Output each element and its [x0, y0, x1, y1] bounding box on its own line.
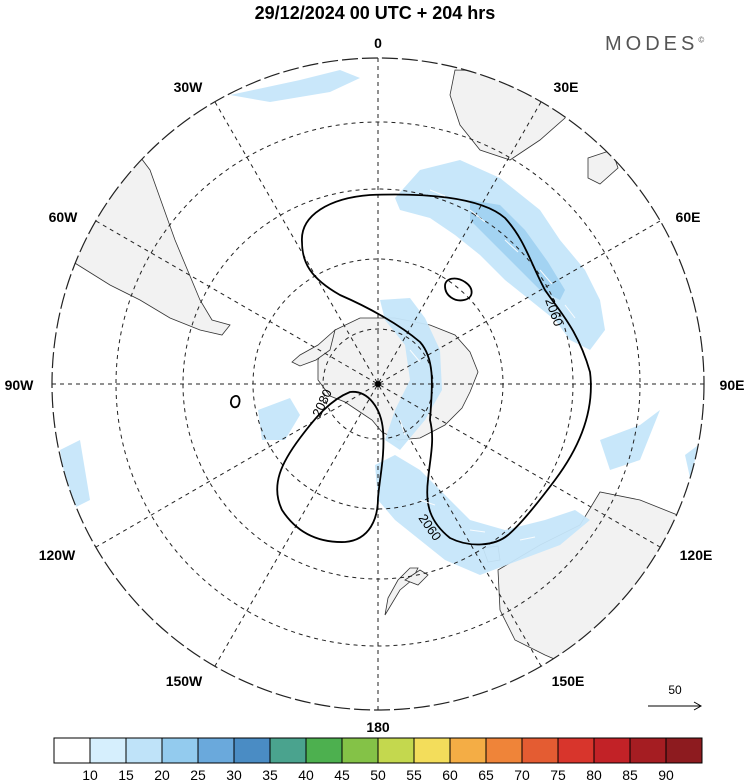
colorbar-swatch: [629, 737, 667, 764]
brand-mark: ©: [698, 35, 705, 45]
colorbar-tick-label: 25: [190, 767, 206, 782]
colorbar-swatch: [233, 737, 271, 764]
wind-vector: [399, 419, 406, 436]
shading-west: [258, 398, 300, 440]
wind-vector: [504, 239, 519, 253]
wind-vector: [469, 209, 486, 223]
colorbar-tick-label: 40: [298, 767, 314, 782]
colorbar-swatch: [305, 737, 343, 764]
jet-band-indian: [395, 160, 605, 350]
colorbar-swatch: [485, 737, 523, 764]
longitude-label: 90E: [720, 377, 745, 393]
map-title: 29/12/2024 00 UTC + 204 hrs: [254, 3, 496, 23]
wind-vector: [429, 189, 446, 197]
colorbar-tick-label: 20: [154, 767, 170, 782]
wind-vector: [539, 269, 553, 285]
colorbar-swatch: [161, 737, 199, 764]
longitude-label: 60E: [676, 209, 701, 225]
longitude-label: 30E: [554, 79, 579, 95]
shading-east: [600, 410, 660, 470]
colorbar-tick-label: 90: [658, 767, 674, 782]
jet-core-indian: [470, 200, 565, 300]
colorbar-swatch: [449, 737, 487, 764]
contour-small-ring: [444, 277, 473, 302]
longitude-label: 60W: [49, 209, 79, 225]
land-new-zealand-north: [404, 569, 429, 586]
wind-vector: [469, 529, 486, 533]
longitude-label: 120W: [39, 547, 76, 563]
latitude-circle: [322, 328, 434, 440]
graticule: [52, 58, 704, 710]
wind-vectors: [399, 189, 576, 541]
colorbar-tick-label: 80: [586, 767, 602, 782]
south-pole-marker: [375, 381, 381, 387]
colorbar-tick-label: 60: [442, 767, 458, 782]
contour-2060: [301, 193, 592, 546]
colorbar-tick-label: 70: [514, 767, 530, 782]
longitude-label: 0: [374, 35, 382, 51]
longitude-label: 180: [366, 719, 390, 735]
colorbar-swatch: [521, 737, 559, 764]
map-boundary: [51, 57, 705, 711]
jet-band-antarctic: [380, 298, 442, 450]
colorbar-swatch: [665, 737, 703, 764]
colorbar-swatch: [377, 737, 415, 764]
colorbar-swatch: [341, 737, 379, 764]
colorbar-tick-label: 65: [478, 767, 494, 782]
colorbar-swatch: [269, 737, 307, 764]
colorbar-tick-label: 75: [550, 767, 566, 782]
colorbar-swatch: [89, 737, 127, 764]
reference-vector-label: 50: [668, 683, 682, 697]
colorbar-swatch: [593, 737, 631, 764]
longitude-label: 150E: [552, 673, 585, 689]
shading-north: [230, 70, 360, 102]
colorbar-tick-label: 30: [226, 767, 242, 782]
colorbar-tick-label: 55: [406, 767, 422, 782]
wind-vector: [419, 499, 436, 506]
colorbar-swatch: [125, 737, 163, 764]
contour-west-blip: [230, 395, 241, 409]
colorbar-swatch: [557, 737, 595, 764]
longitude-label: 30W: [174, 79, 204, 95]
contour-2080: [276, 391, 385, 543]
colorbar-swatch: [197, 737, 235, 764]
jet-band-pacific: [375, 455, 590, 575]
reference-vector-arrowhead: [693, 701, 703, 711]
longitude-label: 120E: [680, 547, 713, 563]
land-antarctic-peninsula: [291, 328, 336, 367]
colorbar-tick-label: 85: [622, 767, 638, 782]
colorbar-tick-label: 35: [262, 767, 278, 782]
colorbar-tick-label: 50: [370, 767, 386, 782]
reference-vector: 50: [648, 683, 703, 711]
colorbar-tick-label: 45: [334, 767, 350, 782]
wind-speed-shading: [60, 70, 704, 575]
geopotential-contours: [230, 193, 592, 546]
wind-vector: [564, 304, 576, 319]
colorbar-tick-label: 15: [118, 767, 134, 782]
longitude-label: 90W: [5, 377, 35, 393]
colorbar-swatch: [53, 737, 91, 764]
brand-logo: MODES©: [605, 33, 704, 56]
colorbar-tick-label: 10: [82, 767, 98, 782]
map-disc: [52, 58, 704, 710]
wind-vector: [519, 536, 536, 541]
wind-vector: [409, 349, 421, 363]
colorbar-swatch: [413, 737, 451, 764]
longitude-label: 150W: [166, 673, 203, 689]
colorbar: 10 15 20 25 30 35 40 45 50 55 60 65 70 75 80 85 90: [53, 737, 703, 782]
brand-text: MODES: [605, 33, 699, 55]
